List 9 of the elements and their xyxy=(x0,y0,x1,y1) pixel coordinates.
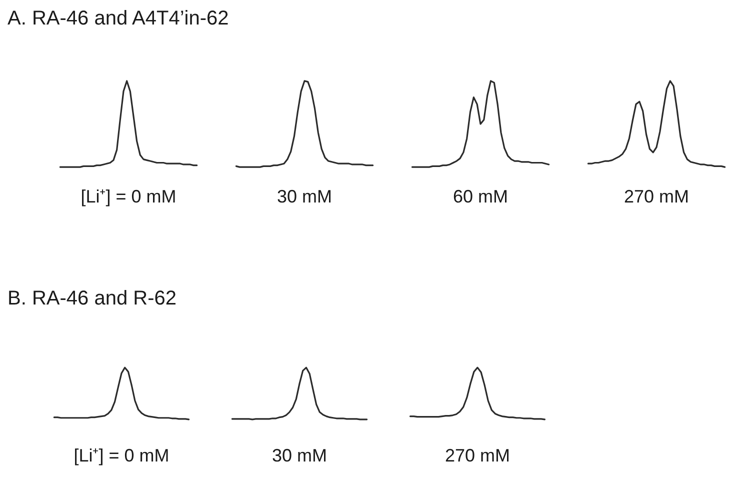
x-axis-title: 30 mM xyxy=(272,446,328,466)
x-axis-title: [Li⁺] = 0 mM xyxy=(74,446,170,466)
x-axis-title: 60 mM xyxy=(452,186,508,206)
x-axis-title: 270 mM xyxy=(444,446,510,466)
chart-title: A. RA-46 and A4T4’in-62 xyxy=(8,8,229,30)
x-axis-title: 30 mM xyxy=(276,186,332,206)
x-axis-title: [Li⁺] = 0 mM xyxy=(80,186,176,206)
x-axis-title: 270 mM xyxy=(624,186,690,206)
chart-title: B. RA-46 and R-62 xyxy=(8,288,176,310)
